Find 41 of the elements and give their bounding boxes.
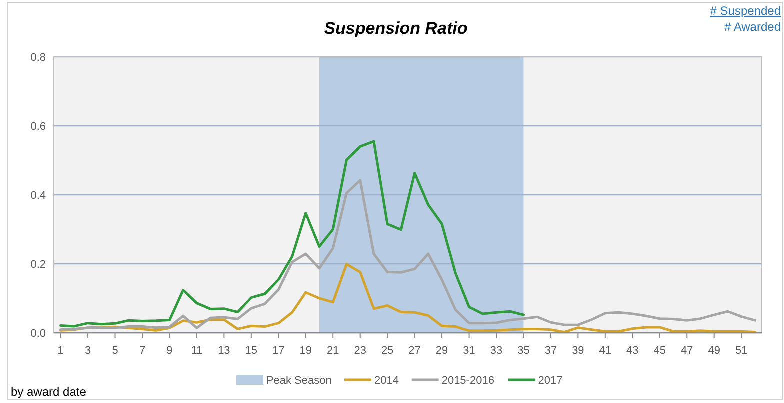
x-tick-label: 3 [84, 345, 92, 357]
x-tick-label: 25 [381, 345, 394, 357]
y-tick-label: 0.8 [30, 52, 46, 64]
x-tick-label: 39 [572, 345, 584, 357]
x-tick-label: 47 [680, 345, 694, 357]
x-tick-label: 27 [408, 345, 421, 357]
chart-title: Suspension Ratio [324, 19, 468, 38]
y-tick-label: 0.0 [30, 328, 46, 340]
legend-label: 2017 [538, 375, 563, 387]
x-tick-label: 19 [300, 345, 312, 357]
x-tick-label: 35 [518, 345, 530, 357]
x-tick-label: 11 [191, 345, 203, 357]
line-series [60, 140, 525, 328]
x-tick-label: 45 [654, 345, 666, 357]
legend-label: Peak Season [266, 375, 332, 387]
x-tick-label: 7 [139, 345, 146, 357]
x-tick-label: 49 [708, 345, 720, 357]
x-tick-label: 43 [626, 345, 639, 357]
legend-label: 2015-2016 [442, 375, 494, 387]
x-tick-label: 15 [245, 345, 258, 357]
x-tick-label: 23 [354, 345, 366, 357]
x-tick-label: 13 [218, 345, 230, 357]
y-tick-label: 0.6 [30, 121, 46, 133]
x-tick-label: 41 [599, 345, 612, 357]
x-tick-label: 5 [112, 345, 118, 357]
x-tick-label: 17 [272, 345, 285, 357]
line-series [60, 179, 756, 332]
x-tick-label: 21 [326, 345, 340, 357]
text: # Awarded [724, 20, 781, 34]
text: by award date [11, 385, 87, 399]
y-tick-label: 0.4 [30, 190, 46, 202]
x-tick-label: 9 [166, 345, 173, 357]
legend-label: 2014 [374, 375, 399, 387]
x-tick-label: 1 [58, 345, 64, 357]
y-tick-label: 0.2 [30, 259, 46, 271]
text: # Suspended [710, 4, 781, 18]
x-tick-label: 51 [735, 345, 748, 357]
x-tick-label: 33 [490, 345, 503, 357]
x-tick-label: 29 [436, 345, 448, 357]
x-tick-label: 37 [544, 345, 558, 357]
x-tick-label: 31 [463, 345, 476, 357]
